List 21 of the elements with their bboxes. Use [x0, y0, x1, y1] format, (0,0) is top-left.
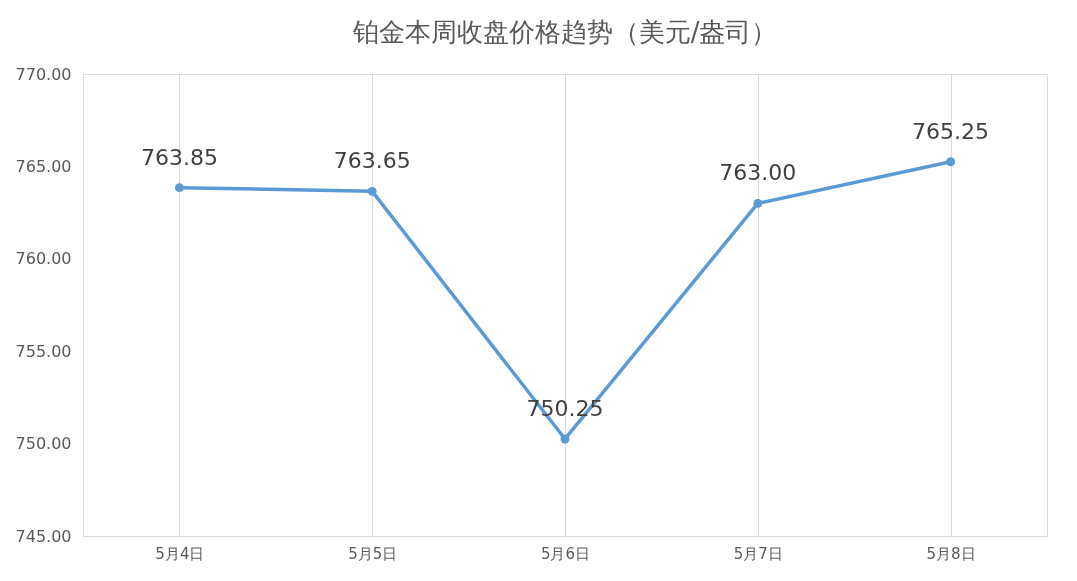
text: 763.85 — [140, 144, 218, 170]
x-tick-label: 5月8日 — [926, 544, 976, 563]
text: 765.25 — [912, 118, 990, 144]
x-tick-label: 5月5日 — [348, 544, 398, 563]
y-tick-label: 760.00 — [15, 249, 72, 269]
point — [946, 157, 956, 167]
y-tick-label: 745.00 — [15, 526, 72, 546]
point — [560, 434, 570, 444]
y-tick-label: 770.00 — [15, 64, 72, 84]
text: 763.00 — [719, 160, 797, 186]
point — [753, 198, 763, 208]
y-tick-label: 765.00 — [15, 156, 72, 176]
point — [367, 186, 377, 196]
x-tick-label: 5月6日 — [540, 544, 591, 563]
point — [174, 183, 184, 193]
y-tick-label: 750.00 — [15, 434, 72, 454]
x-tick-label: 5月4日 — [155, 544, 205, 563]
y-tick-label: 755.00 — [15, 341, 72, 361]
text: 763.65 — [333, 148, 411, 174]
x-tick-label: 5月7日 — [733, 544, 783, 563]
chart-title: 铂金本周收盘价格趋势（美元/盎司） — [351, 17, 778, 47]
